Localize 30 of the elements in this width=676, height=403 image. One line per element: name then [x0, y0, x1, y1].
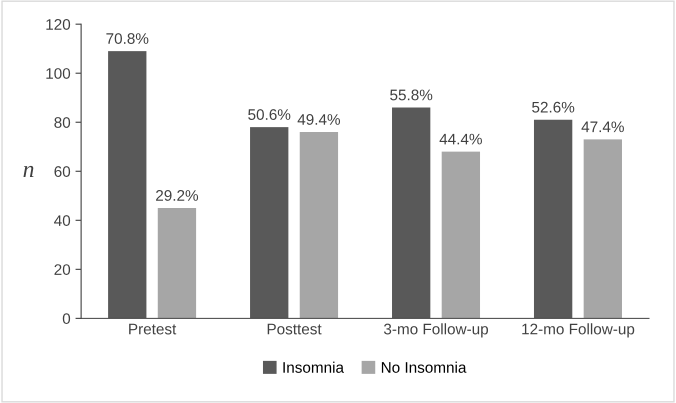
bar	[250, 127, 288, 318]
y-tick-label: 0	[62, 313, 70, 324]
annotation: 52.6%	[532, 102, 574, 113]
annotation: 55.8%	[390, 90, 432, 100]
annotation: 47.4%	[582, 121, 624, 132]
y-tick-label: 40	[54, 215, 70, 226]
y-tick-label: 100	[46, 68, 70, 79]
bar	[392, 108, 430, 318]
bar	[442, 152, 480, 318]
bar	[158, 208, 196, 318]
y-tick-label: 80	[54, 117, 70, 128]
bar	[534, 120, 572, 318]
bar	[108, 51, 146, 318]
y-tick-label: 60	[54, 166, 70, 177]
bar	[300, 132, 338, 318]
y-tick-label: 20	[54, 264, 70, 276]
annotation: 49.4%	[298, 114, 340, 125]
x-tick-label: Posttest	[268, 324, 322, 334]
x-tick-label: 3-mo Follow-up	[384, 323, 488, 338]
y-axis-title: n	[23, 166, 34, 177]
bar	[584, 139, 622, 318]
x-tick-label: 12-mo Follow-up	[522, 323, 634, 338]
annotation: 29.2%	[156, 190, 198, 201]
annotation: 44.4%	[440, 134, 482, 144]
annotation: 70.8%	[106, 33, 148, 44]
legend-label: Insomnia	[283, 362, 344, 373]
x-tick-label: Pretest	[129, 324, 176, 334]
legend-label: No Insomnia	[382, 362, 466, 373]
annotation: 50.6%	[248, 109, 290, 120]
y-tick-label: 120	[46, 19, 70, 30]
